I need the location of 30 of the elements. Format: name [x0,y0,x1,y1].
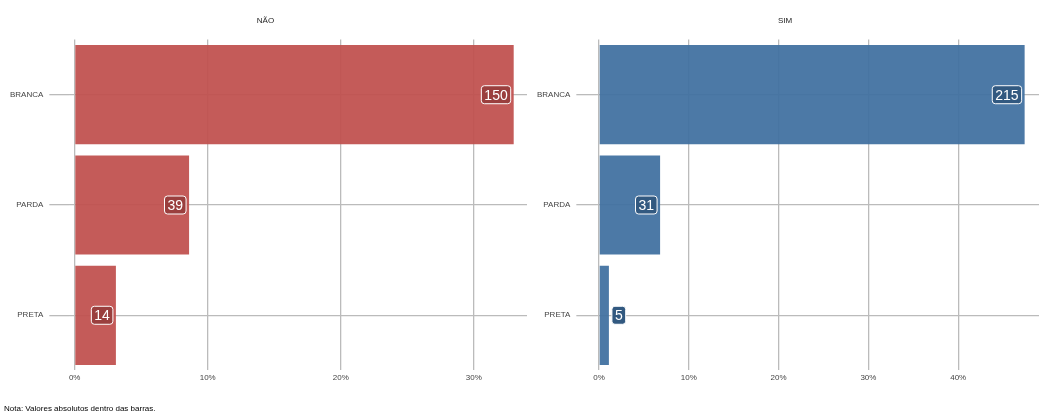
bar [599,45,1025,145]
annotation: 31 [638,196,655,213]
text: Nota: Valores absolutos dentro das barras. [4,404,156,413]
bar [75,45,514,145]
bar [599,265,609,365]
x-tick-label: 0% [593,373,605,383]
bar [75,265,116,365]
y-tick-label: BRANCA [10,89,44,99]
bar [599,155,661,255]
annotation: 39 [167,196,184,213]
annotation: 150 [484,86,508,103]
y-tick-label: BRANCA [537,89,571,99]
y-tick-label: PRETA [17,310,44,320]
x-tick-label: 20% [332,373,349,383]
annotation: 5 [614,307,623,324]
annotation: 14 [94,307,111,324]
y-tick-label: PRETA [544,310,571,320]
chart-title: SIM [777,16,793,25]
x-tick-label: 20% [770,373,787,383]
x-tick-label: 40% [950,373,967,383]
y-tick-label: PARDA [16,200,44,210]
bar [75,155,190,255]
x-tick-label: 30% [860,373,877,383]
y-tick-label: PARDA [543,200,571,210]
annotation: 215 [995,86,1019,103]
x-tick-label: 10% [680,373,697,383]
x-tick-label: 0% [68,373,81,383]
x-tick-label: 10% [199,373,216,383]
x-tick-label: 30% [465,373,482,383]
chart-title: NÃO [256,16,275,25]
